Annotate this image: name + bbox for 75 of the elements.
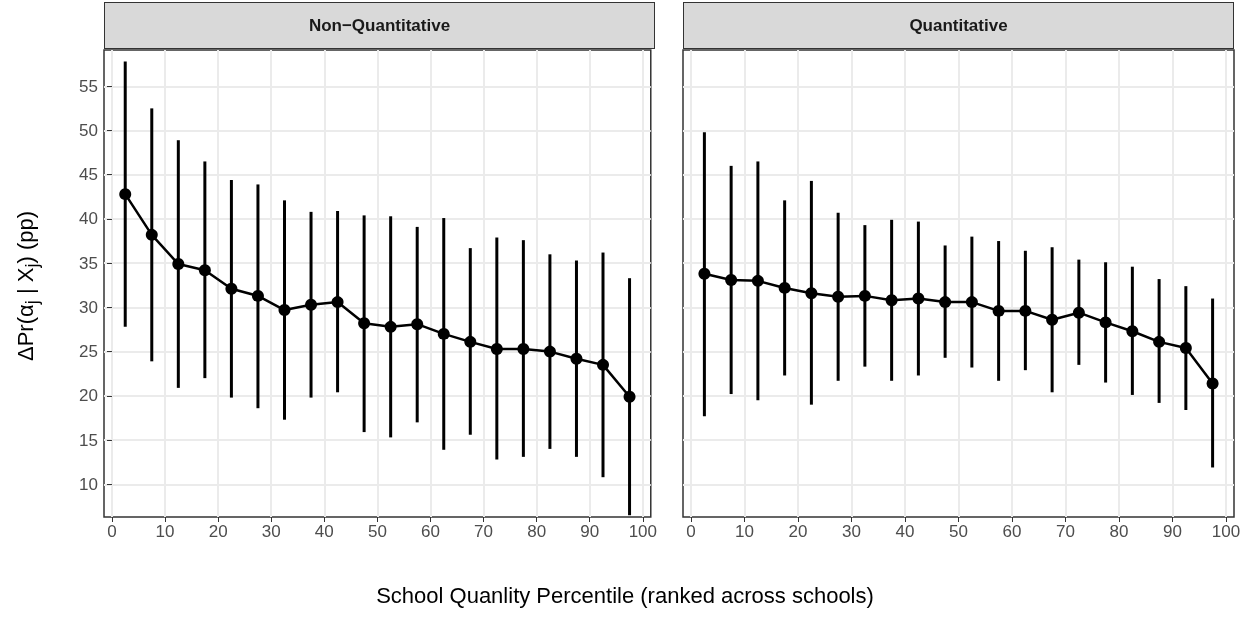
y-tick-label: 20 — [79, 386, 98, 406]
point — [437, 327, 450, 340]
point — [597, 358, 609, 371]
point — [358, 317, 371, 330]
y-tick-label: 25 — [79, 342, 98, 362]
x-tick-label: 0 — [686, 522, 696, 541]
point — [198, 264, 211, 277]
point — [1099, 316, 1112, 329]
x-tick-label: 50 — [949, 522, 968, 541]
y-tick-label: 10 — [79, 474, 98, 494]
x-axis-title: School Quanlity Percentile (ranked across schools) — [375, 583, 875, 609]
x-tick-label: 80 — [527, 522, 547, 541]
y-tick-label: 40 — [79, 209, 98, 229]
point — [305, 298, 318, 311]
x-tick-label: 10 — [735, 522, 754, 541]
x-tick-label: 100 — [628, 522, 658, 541]
point — [778, 281, 791, 294]
x-tick-label: 10 — [155, 522, 175, 541]
point — [172, 258, 185, 271]
x-tick-label: 20 — [208, 522, 228, 541]
point — [543, 345, 556, 358]
x-tick-label: 30 — [842, 522, 861, 541]
point — [805, 287, 818, 300]
point — [698, 267, 711, 280]
point — [1019, 304, 1032, 317]
point — [725, 273, 738, 286]
x-tick-label: 80 — [1109, 522, 1129, 541]
x-tick-label: 70 — [1056, 522, 1075, 541]
y-tick-label: 35 — [79, 253, 98, 273]
point — [517, 342, 530, 355]
x-tick-label: 40 — [314, 522, 334, 541]
x-tick-label: 60 — [421, 522, 440, 541]
point — [331, 296, 344, 309]
point — [965, 296, 978, 309]
x-tick-label: 0 — [107, 522, 117, 541]
chart-title: Quantitative — [683, 2, 1234, 49]
x-tick-label: 60 — [1002, 522, 1022, 541]
x-tick-label: 40 — [895, 522, 915, 541]
chart-title: Non−Quantitative — [104, 2, 655, 49]
point — [251, 289, 264, 302]
point — [912, 292, 925, 305]
point — [145, 228, 158, 241]
point — [992, 304, 1005, 317]
point — [885, 294, 898, 307]
point — [623, 390, 636, 403]
y-tick-label: 55 — [79, 76, 98, 96]
y-tick-label: 15 — [79, 430, 98, 450]
y-tick-label: 50 — [79, 120, 98, 140]
point — [1126, 325, 1139, 338]
x-tick-label: 100 — [1211, 522, 1241, 541]
point — [119, 188, 132, 201]
x-tick-label: 20 — [788, 522, 808, 541]
y-tick-label: 30 — [79, 297, 98, 317]
x-tick-label: 30 — [261, 522, 281, 541]
point — [570, 352, 583, 365]
point — [832, 290, 845, 303]
point — [1179, 342, 1192, 355]
point — [225, 282, 238, 295]
x-tick-label: 70 — [474, 522, 494, 541]
point — [1046, 313, 1059, 326]
point — [464, 335, 477, 348]
point — [490, 342, 503, 355]
point — [384, 320, 397, 333]
point — [939, 296, 952, 309]
y-tick-label: 45 — [79, 165, 98, 185]
point — [1153, 335, 1166, 348]
x-tick-label: 90 — [1163, 522, 1182, 541]
point — [411, 318, 424, 331]
point — [1206, 377, 1219, 390]
point — [751, 274, 764, 287]
x-tick-label: 50 — [367, 522, 387, 541]
point — [1072, 306, 1085, 319]
point — [278, 304, 291, 317]
point — [858, 289, 871, 302]
x-tick-label: 90 — [580, 522, 600, 541]
